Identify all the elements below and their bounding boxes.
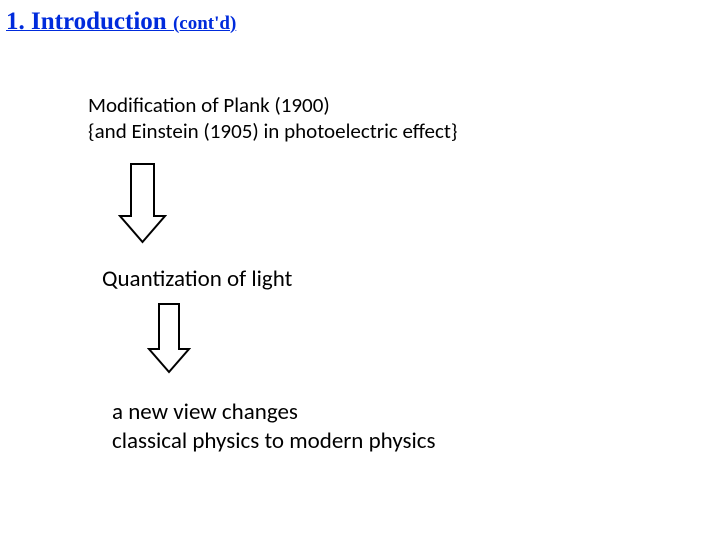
block2-text: Quantization of light: [102, 265, 292, 293]
slide-heading: 1. Introduction (cont'd): [6, 8, 236, 36]
text-block-modification: Modification of Plank (1900) {and Einste…: [88, 92, 457, 145]
heading-cont: (cont'd): [173, 13, 236, 34]
block1-line1: Modification of Plank (1900): [88, 92, 457, 118]
down-arrow-2: [147, 302, 191, 379]
block1-line2: {and Einstein (1905) in photoelectric ef…: [88, 118, 457, 144]
heading-main: 1. Introduction: [6, 8, 173, 35]
text-block-quantization: Quantization of light: [102, 265, 292, 294]
block3-line1: a new view changes: [112, 398, 436, 427]
text-block-newview: a new view changes classical physics to …: [112, 398, 436, 456]
down-arrow-1: [118, 162, 167, 249]
block3-line2: classical physics to modern physics: [112, 427, 436, 456]
